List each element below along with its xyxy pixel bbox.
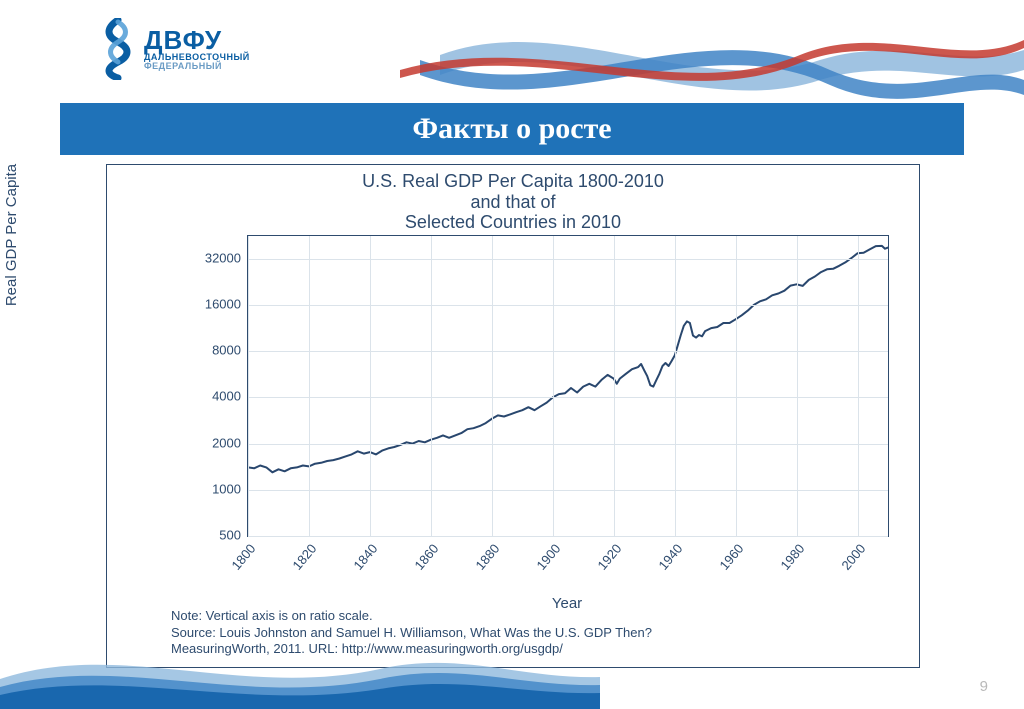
brand-sub2: ФЕДЕРАЛЬНЫЙ xyxy=(144,62,250,71)
y-tick-label: 500 xyxy=(171,528,241,543)
gridline-v xyxy=(675,236,676,536)
brand-logo: ДВФУ ДАЛЬНЕВОСТОЧНЫЙ ФЕДЕРАЛЬНЫЙ xyxy=(100,18,250,80)
plot-wrap: Real GDP Per Capita Year 500100020004000… xyxy=(167,235,887,565)
gridline-h xyxy=(248,351,888,352)
chart-card: U.S. Real GDP Per Capita 1800-2010 and t… xyxy=(106,164,920,668)
chart-note-line: Source: Louis Johnston and Samuel H. Wil… xyxy=(171,625,652,641)
gridline-v xyxy=(614,236,615,536)
y-tick-label: 8000 xyxy=(171,343,241,358)
y-tick-label: 16000 xyxy=(171,296,241,311)
chart-note-line: MeasuringWorth, 2011. URL: http://www.me… xyxy=(171,641,652,657)
gridline-v xyxy=(736,236,737,536)
gridline-v xyxy=(553,236,554,536)
gridline-h xyxy=(248,397,888,398)
gridline-v xyxy=(431,236,432,536)
x-tick-label: 2000 xyxy=(838,541,868,573)
gridline-v xyxy=(492,236,493,536)
gridline-h xyxy=(248,490,888,491)
x-tick-label: 1940 xyxy=(655,541,685,573)
y-tick-label: 32000 xyxy=(171,250,241,265)
chart-note: Note: Vertical axis is on ratio scale. S… xyxy=(171,608,652,657)
logo-glyph-icon xyxy=(100,18,136,80)
chart-note-line: Note: Vertical axis is on ratio scale. xyxy=(171,608,652,624)
x-tick-label: 1800 xyxy=(228,541,258,573)
page-number: 9 xyxy=(980,678,988,695)
x-tick-label: 1920 xyxy=(594,541,624,573)
x-tick-label: 1840 xyxy=(350,541,380,573)
chart-title-line: Selected Countries in 2010 xyxy=(107,212,919,233)
gridline-h xyxy=(248,536,888,537)
gridline-v xyxy=(248,236,249,536)
gridline-h xyxy=(248,259,888,260)
chart-title-line: and that of xyxy=(107,192,919,213)
y-tick-label: 4000 xyxy=(171,389,241,404)
slide: ДВФУ ДАЛЬНЕВОСТОЧНЫЙ ФЕДЕРАЛЬНЫЙ Факты о… xyxy=(0,0,1024,709)
gdp-series-line xyxy=(248,246,888,472)
gridline-v xyxy=(858,236,859,536)
gridline-h xyxy=(248,305,888,306)
x-tick-label: 1960 xyxy=(716,541,746,573)
chart-title: U.S. Real GDP Per Capita 1800-2010 and t… xyxy=(107,171,919,233)
y-axis-title: Real GDP Per Capita xyxy=(3,85,20,385)
x-tick-label: 1820 xyxy=(289,541,319,573)
gridline-v xyxy=(309,236,310,536)
plot-area xyxy=(247,235,889,537)
slide-title: Факты о росте xyxy=(60,103,964,155)
x-tick-label: 1880 xyxy=(472,541,502,573)
chart-title-line: U.S. Real GDP Per Capita 1800-2010 xyxy=(107,171,919,192)
gridline-v xyxy=(370,236,371,536)
brand-name: ДВФУ xyxy=(144,27,250,53)
gridline-h xyxy=(248,444,888,445)
y-tick-label: 1000 xyxy=(171,481,241,496)
x-tick-label: 1980 xyxy=(777,541,807,573)
y-tick-label: 2000 xyxy=(171,435,241,450)
x-tick-label: 1860 xyxy=(411,541,441,573)
gridline-v xyxy=(797,236,798,536)
x-tick-label: 1900 xyxy=(533,541,563,573)
series-line xyxy=(248,236,888,536)
